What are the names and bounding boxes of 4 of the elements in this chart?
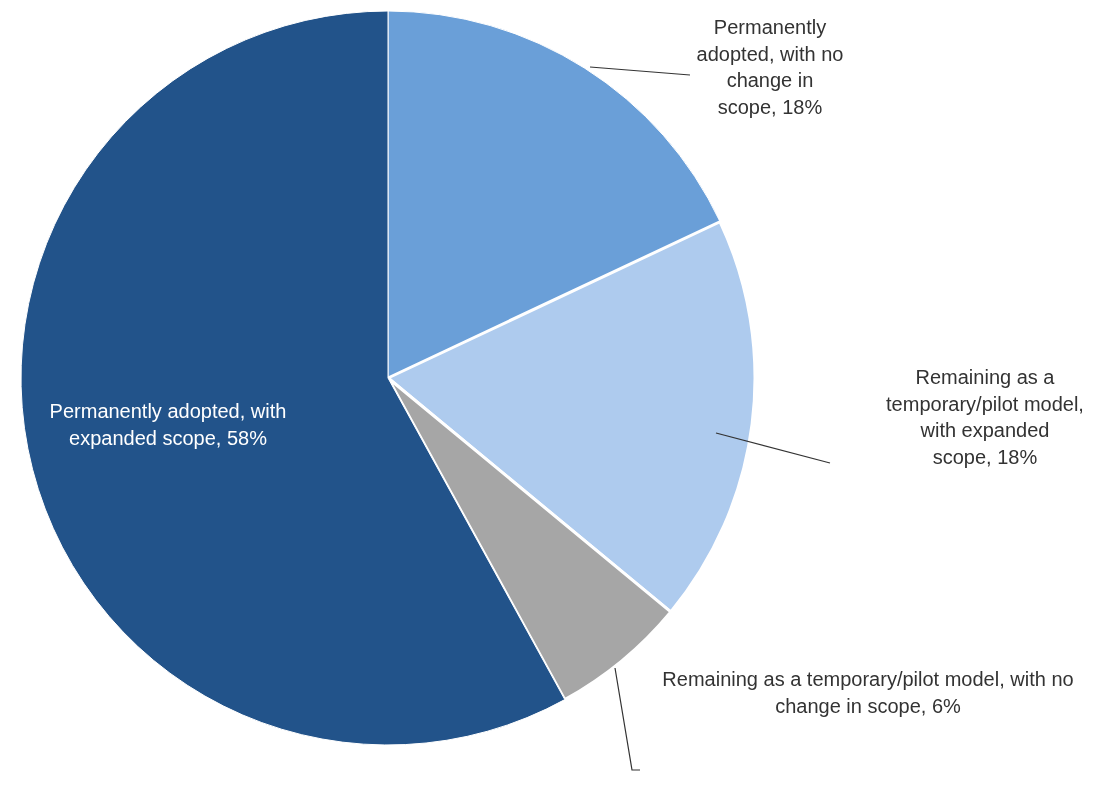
slice-label: Remaining as a temporary/pilot model, with no change in scope, 6% <box>661 667 1075 719</box>
slice-label: Remaining as a temporary/pilot model, with expanded scope, 18% <box>885 365 1085 470</box>
slice-label: Permanently adopted, with expanded scope, 58% <box>48 399 288 451</box>
slice-label: Permanently adopted, with no change in scope, 18% <box>695 15 845 120</box>
